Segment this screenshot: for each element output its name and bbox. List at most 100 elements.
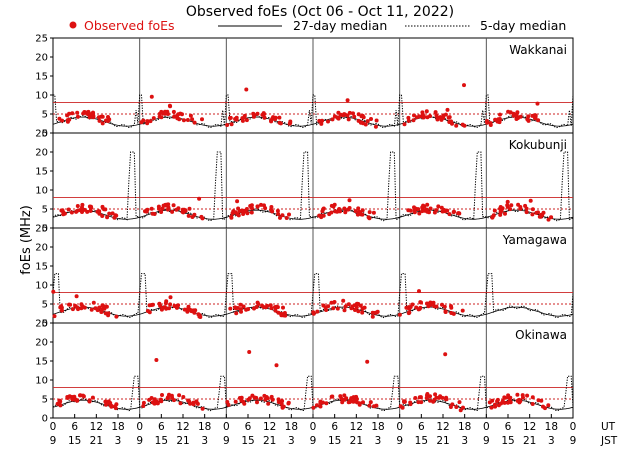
x-tick-label-jst: 3 (548, 435, 555, 447)
observed-point (284, 216, 289, 220)
observed-point (106, 115, 110, 119)
observed-point (329, 203, 334, 208)
observed-point (536, 210, 540, 215)
observed-point (412, 113, 416, 118)
observed-point (270, 209, 275, 214)
observed-point (336, 110, 341, 115)
observed-point (244, 87, 249, 92)
observed-point (360, 113, 365, 118)
observed-point (454, 405, 459, 409)
observed-point (356, 309, 361, 314)
observed-point (408, 208, 413, 213)
x-tick-label-jst: 3 (288, 435, 295, 447)
x-tick-label-ut: 0 (310, 421, 317, 433)
observed-point (417, 114, 422, 119)
observed-point (443, 112, 448, 117)
observed-point (372, 404, 376, 409)
observed-point (526, 118, 531, 123)
observed-point (100, 121, 105, 126)
x-tick-label-jst: 21 (436, 435, 449, 447)
x-tick-label-ut: 18 (198, 421, 211, 433)
observed-point (181, 395, 186, 399)
observed-point (351, 395, 356, 400)
observed-point (75, 114, 80, 119)
observed-point (110, 211, 115, 216)
observed-point (234, 115, 239, 120)
observed-point (175, 305, 179, 310)
observed-point (456, 211, 461, 216)
observed-point (154, 358, 159, 362)
observed-point (495, 399, 500, 404)
observed-point (282, 311, 287, 315)
observed-point (440, 395, 445, 400)
observed-point (535, 101, 540, 106)
observed-point (85, 209, 90, 214)
observed-point (145, 121, 150, 126)
observed-point (279, 312, 284, 317)
observed-point (358, 303, 363, 308)
observed-point (103, 207, 108, 212)
observed-point (356, 206, 361, 211)
observed-point (252, 113, 257, 118)
observed-point (155, 401, 160, 406)
observed-point (259, 202, 263, 207)
observed-point (370, 314, 375, 319)
x-tick-label-ut: 0 (50, 421, 57, 433)
observed-point (318, 401, 323, 405)
observed-point (539, 398, 544, 403)
observed-point (188, 307, 193, 312)
observed-point (200, 117, 204, 122)
observed-point (436, 204, 441, 209)
observed-point (344, 396, 349, 401)
observed-point (147, 303, 152, 308)
observed-point (498, 112, 502, 117)
panel-okinawa: 0 5 10 15 20 25 Okinawa (35, 319, 574, 425)
observed-point (404, 305, 409, 310)
observed-point (81, 111, 86, 116)
observed-point (332, 114, 337, 119)
observed-point (163, 110, 168, 115)
x-tick-label-jst: 15 (415, 435, 428, 447)
observed-point (150, 302, 155, 307)
observed-point (420, 209, 425, 214)
observed-point (276, 212, 281, 216)
observed-point (515, 392, 520, 397)
observed-point (195, 401, 200, 406)
x-tick-label-ut: 12 (350, 421, 363, 433)
observed-point (278, 121, 283, 126)
observed-point (149, 206, 154, 211)
observed-point (499, 208, 504, 213)
observed-point (360, 310, 365, 315)
observed-point (331, 306, 336, 311)
observed-point (335, 306, 340, 311)
observed-point (366, 215, 371, 220)
median-5day-line (52, 151, 574, 222)
x-tick-label-jst: 9 (483, 435, 490, 447)
observed-point (233, 399, 238, 404)
x-tick-label-ut: 18 (285, 421, 298, 433)
observed-point (103, 399, 108, 404)
observed-point (320, 209, 325, 214)
x-tick-label-jst: 3 (201, 435, 208, 447)
observed-point (152, 401, 157, 405)
x-tick-label-jst: 21 (523, 435, 536, 447)
observed-point (263, 397, 268, 402)
observed-point (187, 206, 192, 211)
observed-point (74, 294, 79, 299)
observed-point (233, 210, 238, 215)
observed-point (330, 117, 335, 122)
x-tick-label-ut: 6 (418, 421, 425, 433)
observed-point (315, 309, 320, 314)
observed-point (266, 401, 271, 406)
observed-point (287, 212, 291, 217)
observed-point (255, 204, 260, 209)
observed-point (407, 306, 412, 311)
y-tick-label: 10 (35, 91, 48, 102)
y-tick-label: 20 (35, 148, 48, 159)
observed-point (66, 207, 71, 212)
observed-point (447, 212, 452, 217)
x-tick-label-jst: 9 (136, 435, 143, 447)
observed-point (317, 118, 322, 123)
observed-point (490, 398, 495, 403)
observed-point (530, 212, 535, 217)
